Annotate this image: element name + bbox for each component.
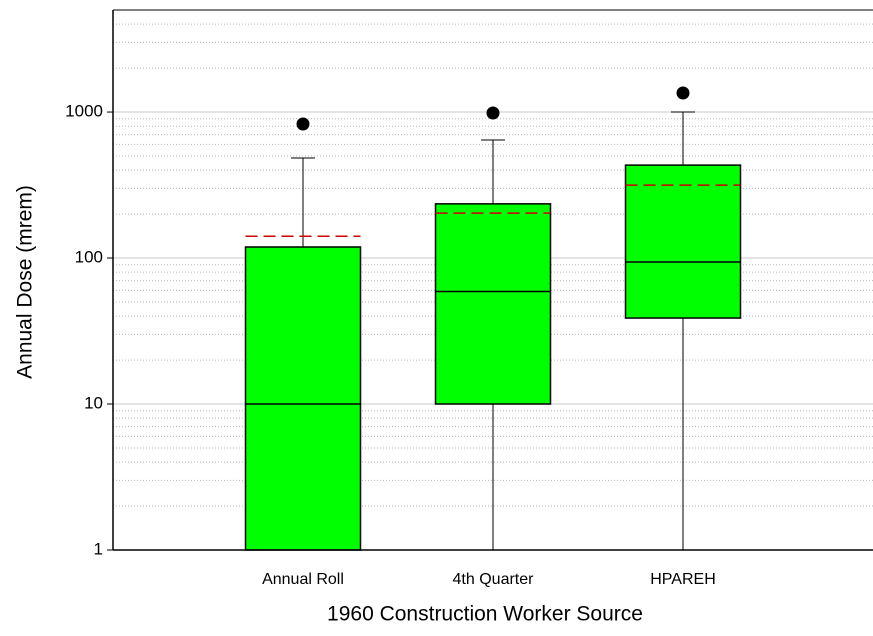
- outlier: [676, 86, 690, 100]
- box: [244, 246, 362, 551]
- x-tick-label: Annual Roll: [262, 571, 344, 588]
- x-tick-label: HPAREH: [650, 571, 716, 588]
- y-tick-label: 10: [84, 393, 103, 412]
- x-tick-label: 4th Quarter: [453, 571, 535, 588]
- box: [434, 203, 552, 405]
- outlier: [486, 106, 500, 120]
- outlier: [296, 117, 310, 131]
- box: [624, 164, 742, 319]
- y-tick-label: 1: [94, 539, 103, 558]
- x-axis-label: 1960 Construction Worker Source: [327, 603, 643, 626]
- y-tick-label: 1000: [65, 102, 103, 121]
- y-axis-label: Annual Dose (mrem): [14, 185, 37, 379]
- y-tick-label: 100: [75, 248, 103, 267]
